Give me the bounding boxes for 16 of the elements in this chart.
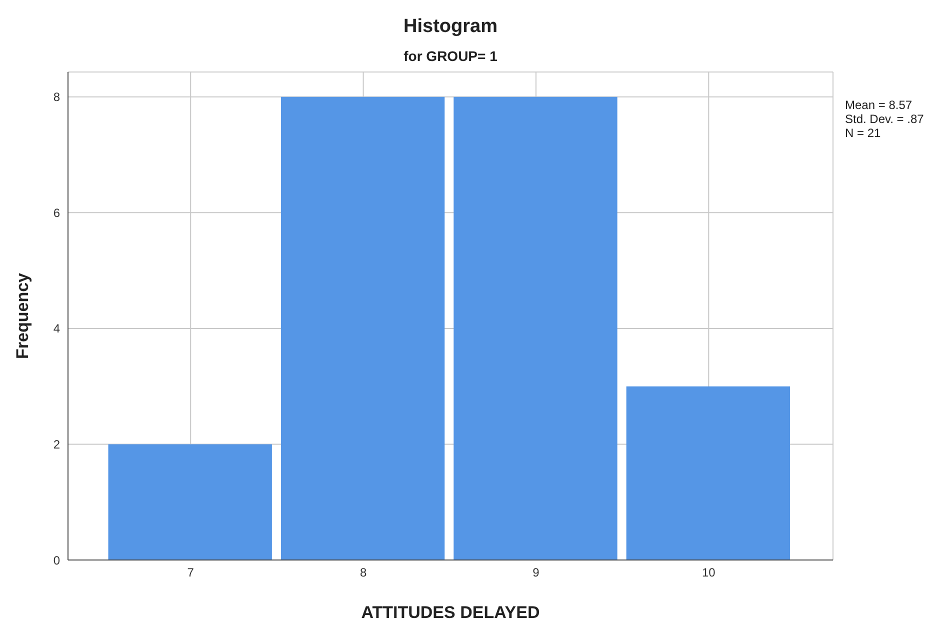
y-tick-label: 4 [53, 322, 60, 336]
x-tick-label: 10 [702, 566, 716, 580]
text: Mean = 8.57 [845, 98, 914, 112]
y-tick-label: 8 [53, 90, 60, 104]
x-tick-label: 7 [187, 566, 194, 580]
y-tick-label: 6 [53, 206, 60, 220]
chart-subtitle: for GROUP= 1 [402, 48, 498, 64]
text: N = 21 [845, 126, 882, 140]
text: Std. Dev. = .87 [845, 112, 924, 126]
x-tick-label: 8 [360, 566, 367, 580]
y-axis-title: Frequency [13, 272, 32, 359]
chart-title: Histogram [402, 16, 498, 38]
x-tick-label: 9 [532, 566, 540, 580]
y-tick-label: 0 [53, 553, 60, 568]
y-tick-label: 2 [53, 437, 60, 452]
x-axis-title: ATTITUDES DELAYED [361, 603, 540, 622]
